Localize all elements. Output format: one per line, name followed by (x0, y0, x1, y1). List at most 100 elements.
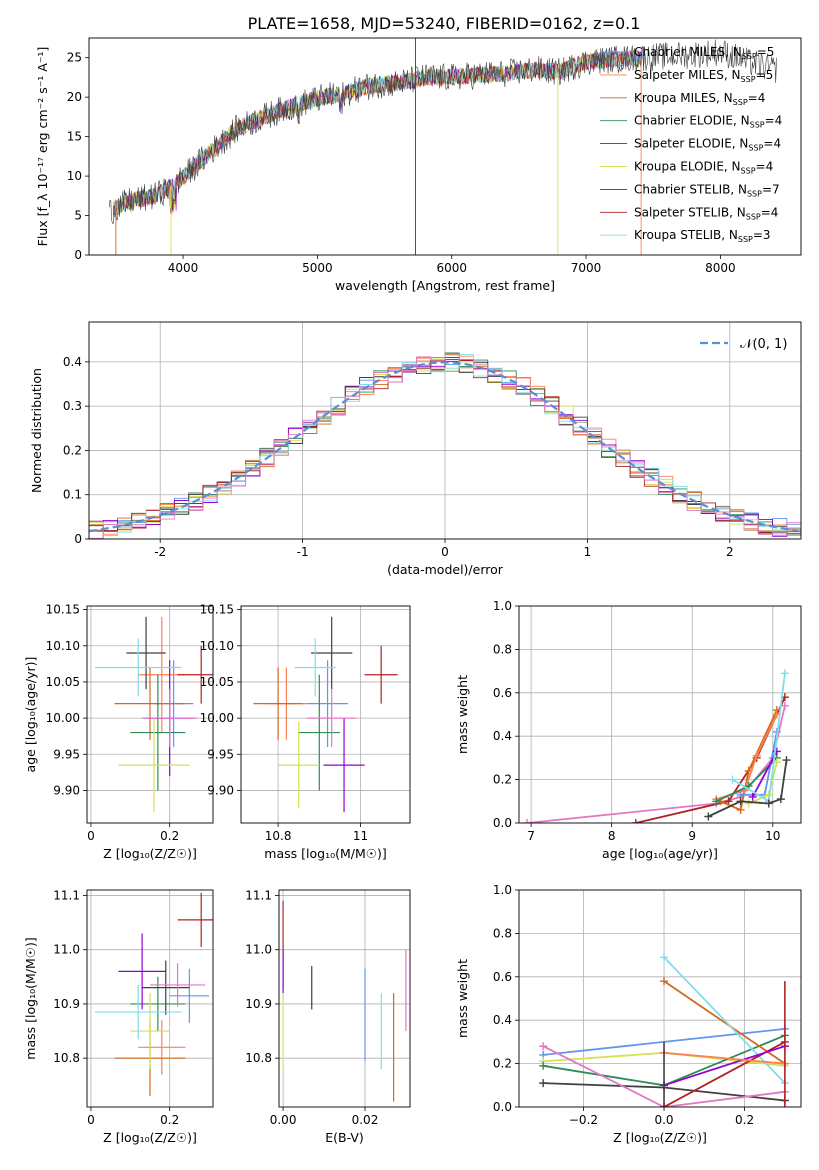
x-tick-label: 0.0 (654, 1113, 673, 1127)
axes-frame (88, 321, 802, 540)
x-tick-label: 9 (688, 829, 696, 843)
plot-area-age_vs_Z (87, 606, 213, 823)
y-axis-label: Normed distribution (29, 368, 44, 493)
y-tick-label: 0.4 (493, 729, 512, 743)
y-tick-label: 25 (67, 51, 82, 65)
legend-label: Kroupa MILES, NSSP=4 (634, 91, 765, 107)
y-tick-label: 0.4 (493, 1013, 512, 1027)
legend-label: Salpeter ELODIE, NSSP=4 (634, 137, 781, 153)
y-tick-label: 10.15 (46, 603, 80, 617)
y-tick-label: 10.9 (53, 997, 80, 1011)
y-tick-label: 10.00 (200, 711, 234, 725)
y-tick-label: 1.0 (493, 883, 512, 897)
y-tick-label: 1.0 (493, 599, 512, 613)
x-tick-label: 7 (527, 829, 535, 843)
y-tick-label: 11.1 (53, 888, 80, 902)
weight-marker (728, 775, 737, 784)
x-tick-label: 10.8 (265, 829, 292, 843)
weight-marker (660, 977, 669, 986)
x-tick-label: 0 (441, 545, 449, 559)
x-tick-label: 0.2 (735, 1113, 754, 1127)
axes-frame (86, 889, 214, 1108)
y-tick-label: 0.8 (493, 642, 512, 656)
y-tick-label: 15 (67, 130, 82, 144)
panel-mass_vs_ebv: 0.00 0.02 10.8 10.9 11.0 11.1 E(B-V) (245, 888, 411, 1145)
y-tick-label: 0.3 (63, 399, 82, 413)
y-tick-label: 0.6 (493, 686, 512, 700)
weight-marker (776, 795, 785, 804)
y-tick-label: 0.0 (493, 816, 512, 830)
x-tick-label: 7000 (571, 261, 602, 275)
plot-area-massweight_vs_Z (519, 890, 801, 1107)
y-tick-label: 10.8 (53, 1051, 80, 1065)
plot-area-age_vs_mass (241, 606, 410, 823)
x-tick-label: -1 (297, 545, 309, 559)
y-tick-label: 0.8 (493, 926, 512, 940)
weight-marker (782, 756, 791, 765)
axes-frame (86, 605, 214, 824)
weight-marker (539, 1079, 548, 1088)
x-tick-label: 2 (726, 545, 734, 559)
weight-marker (631, 819, 640, 823)
plot-area-mass_vs_Z (87, 890, 213, 1107)
x-axis-label: wavelength [Angstrom, rest frame] (335, 278, 555, 293)
legend-label: Salpeter STELIB, NSSP=4 (634, 205, 778, 221)
weight-line (663, 1051, 785, 1065)
y-tick-label: 10.8 (245, 1051, 272, 1065)
y-tick-label: 0 (74, 532, 82, 546)
x-tick-label: 11 (353, 829, 368, 843)
y-tick-label: 10.15 (200, 603, 234, 617)
weight-marker (539, 1061, 548, 1070)
weight-marker (780, 669, 789, 678)
y-tick-label: 20 (67, 90, 82, 104)
y-axis-label: mass weight (455, 675, 470, 754)
x-tick-label: 0 (87, 1113, 95, 1127)
y-axis-label: mass weight (455, 959, 470, 1038)
y-tick-label: 10.9 (245, 997, 272, 1011)
legend-label: Chabrier ELODIE, NSSP=4 (634, 114, 782, 130)
legend-label: Chabrier MILES, NSSP=5 (634, 45, 774, 61)
y-tick-label: 0.1 (63, 488, 82, 502)
legend-label: Kroupa STELIB, NSSP=3 (634, 228, 771, 244)
weight-line (527, 705, 786, 823)
spectrum-line (112, 49, 647, 217)
legend: Chabrier MILES, NSSP=5 Salpeter MILES, NS… (600, 45, 782, 244)
y-axis-label: age [log₁₀(age/yr)] (23, 657, 38, 773)
y-tick-label: 0.2 (493, 773, 512, 787)
y-tick-label: 9.95 (207, 747, 234, 761)
x-tick-label: 8 (608, 829, 616, 843)
y-tick-label: 0.6 (493, 970, 512, 984)
axes-frame (240, 605, 411, 824)
weight-marker (704, 812, 713, 821)
y-tick-label: 10.10 (46, 639, 80, 653)
weight-marker (752, 751, 761, 760)
y-axis-label: mass [log₁₀(M/M☉)] (23, 937, 38, 1059)
plot-area-residuals (89, 322, 801, 539)
x-tick-label: −0.2 (569, 1113, 598, 1127)
panel-massweight_vs_Z: −0.2 0.0 0.2 0.0 0.2 0.4 0.6 0.8 1.0 Z [log₁₀(Z/Z… (455, 883, 802, 1145)
y-tick-label: 10.00 (46, 711, 80, 725)
spectrum-line (108, 39, 777, 225)
y-tick-label: 11.1 (245, 888, 272, 902)
axes-frame (278, 889, 411, 1108)
weight-marker (712, 797, 721, 806)
x-tick-label: 0.2 (160, 829, 179, 843)
panel-residuals: -2 -1 0 1 2 0 0.1 0.2 0.3 0.4 (data-model)/error No… (29, 321, 802, 577)
figure-title: PLATE=1658, MJD=53240, FIBERID=0162, z=0… (248, 14, 641, 33)
weight-marker (744, 799, 753, 808)
y-tick-label: 0 (74, 248, 82, 262)
y-tick-label: 11.0 (245, 943, 272, 957)
x-axis-label: Z [log₁₀(Z/Z☉)] (103, 1130, 197, 1145)
x-axis-label: (data-model)/error (387, 562, 504, 577)
weight-marker (736, 805, 745, 814)
weight-marker (539, 1042, 548, 1051)
x-tick-label: 0.02 (352, 1113, 379, 1127)
y-tick-label: 9.90 (53, 783, 80, 797)
normal-curve (89, 361, 799, 533)
legend-label: Kroupa ELODIE, NSSP=4 (634, 160, 773, 176)
x-tick-label: 4000 (168, 261, 199, 275)
panel-age_vs_Z: 0 0.2 9.90 9.95 10.00 10.05 10.10 10.15 Z [log₁₀… (23, 603, 214, 861)
axes-frame (518, 889, 802, 1108)
weight-marker (660, 953, 669, 962)
